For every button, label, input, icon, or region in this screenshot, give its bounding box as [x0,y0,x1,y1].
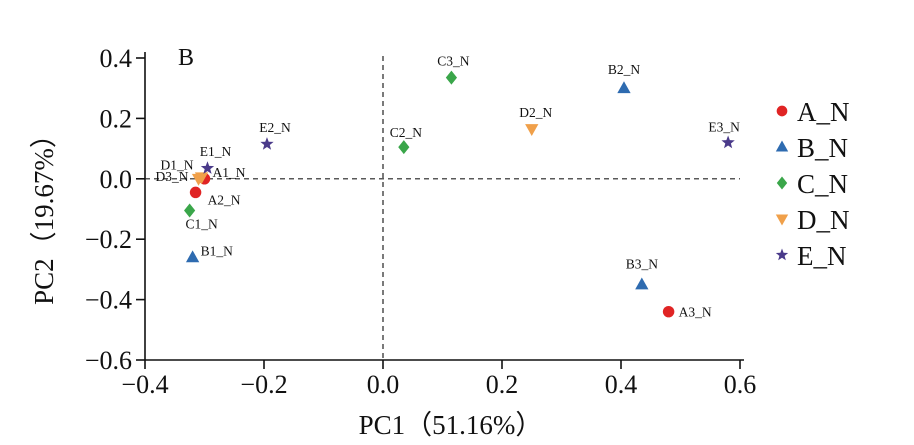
point-label-b2-n: B2_N [608,62,641,77]
x-axis-title: PC1（51.16%） [359,410,543,440]
legend-label-d-n: D_N [797,205,850,235]
panel-letter: B [178,45,194,71]
point-label-e3-n: E3_N [708,120,740,135]
data-point-e2-n [260,137,274,150]
data-point-b3-n [635,277,649,290]
x-tick-label: 0.2 [486,370,519,399]
data-point-d3-n [191,173,206,186]
data-point-c1-n [184,203,196,218]
data-point-a2-n [189,186,202,199]
data-point-a3-n [662,305,675,318]
x-tick-label: 0.4 [605,370,638,399]
point-label-b3-n: B3_N [626,257,659,272]
legend-marker-c-n [776,176,788,190]
x-tick-label: −0.2 [240,370,287,399]
data-point-c3-n [445,70,458,85]
legend-label-e-n: E_N [797,241,847,271]
point-label-c2-n: C2_N [390,125,423,140]
point-label-b1-n: B1_N [201,243,234,258]
point-label-c1-n: C1_N [185,217,218,232]
legend-label-b-n: B_N [797,133,848,163]
point-label-c3-n: C3_N [437,54,470,69]
point-label-a3-n: A3_N [679,305,712,320]
data-point-c2-n [398,140,410,155]
data-point-d2-n [525,124,539,136]
x-tick-label: −0.4 [121,370,168,399]
x-tick-label: 0.6 [724,370,757,399]
data-point-e3-n [721,135,735,149]
point-label-d2-n: D2_N [519,105,552,120]
data-point-e1-n [200,161,215,174]
plot-area: −0.6−0.4−0.20.00.20.4−0.4 −0.2 0.0 0.2 0.4 0.… [85,44,756,399]
point-label-e1-n: E1_N [200,144,232,159]
point-label-a2-n: A2_N [208,192,241,207]
legend-marker-d-n [775,214,789,226]
legend-label-c-n: C_N [797,169,848,199]
y-tick-label: −0.4 [85,286,132,315]
point-label-e2-n: E2_N [259,120,291,135]
y-tick-label: 0.4 [100,44,133,73]
data-point-b2-n [617,81,631,94]
legend: A_N B_N C_N D_N E_N [775,97,850,271]
y-tick-label: 0.0 [100,165,133,194]
x-tick-label: 0.0 [367,370,400,399]
point-label-d1-n: D1_N [161,157,194,172]
point-label-d3-n: D3_N [156,169,189,184]
y-axis-title: PC2（19.67%） [29,121,59,305]
y-tick-label: −0.6 [85,346,132,375]
point-label-a1-n: A1_N [213,165,246,180]
data-point-b1-n [185,250,200,263]
legend-marker-e-n [775,248,789,261]
legend-marker-b-n [775,140,789,152]
y-tick-label: 0.2 [100,104,133,133]
y-tick-label: −0.2 [85,225,132,254]
legend-label-a-n: A_N [797,97,850,127]
legend-marker-a-n [776,105,788,117]
